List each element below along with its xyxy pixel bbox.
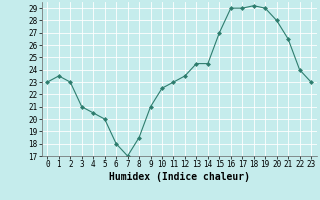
X-axis label: Humidex (Indice chaleur): Humidex (Indice chaleur)	[109, 172, 250, 182]
